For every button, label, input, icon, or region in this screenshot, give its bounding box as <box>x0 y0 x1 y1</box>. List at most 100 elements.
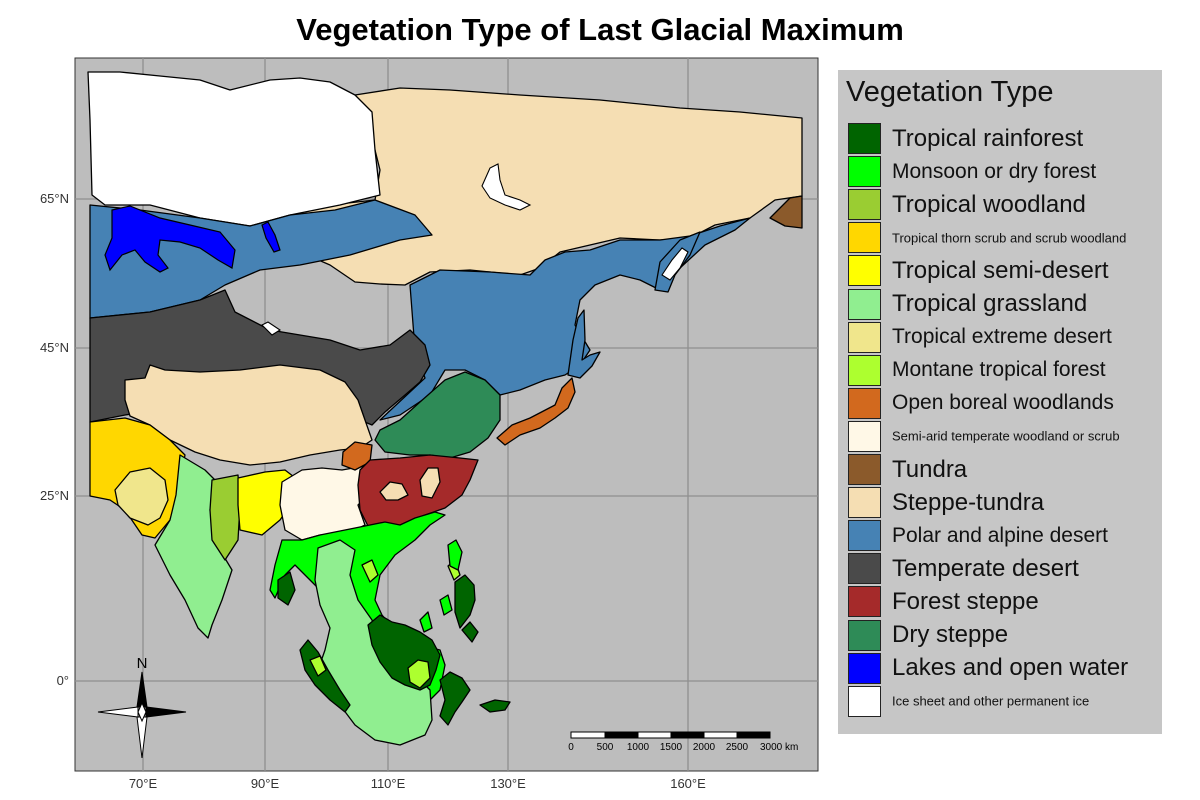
legend-label: Dry steppe <box>892 621 1009 648</box>
region-extreme-desert <box>114 467 169 526</box>
legend-item: Montane tropical forest <box>848 354 1158 386</box>
x-tick-label: 130°E <box>490 776 526 791</box>
scale-seg <box>670 731 705 739</box>
scale-bar: 0 500 1000 1500 2000 2500 3000 km <box>568 731 798 753</box>
y-tick-label: 0° <box>57 673 69 688</box>
region-montane-forest-2 <box>309 655 327 677</box>
legend-swatch <box>848 619 881 651</box>
region-boreal-japan <box>496 377 576 446</box>
legend-swatch <box>848 454 881 485</box>
legend-label: Tundra <box>892 455 968 483</box>
y-axis-ticks: 65°N 45°N 25°N 0° <box>40 191 69 688</box>
legend-swatch <box>848 321 881 353</box>
region-rainforest-newguinea <box>479 699 511 713</box>
legend-item: Lakes and open water <box>848 652 1158 684</box>
north-arrow: N <box>97 655 187 759</box>
legend-item: Tropical extreme desert <box>848 321 1158 353</box>
region-semi-arid-woodland <box>279 465 373 541</box>
forest-steppe-hole <box>419 467 441 499</box>
legend-swatch <box>848 652 881 684</box>
region-rainforest-sulawesi <box>439 671 471 726</box>
ice-patch-kamchatka <box>661 247 689 281</box>
legend-swatch <box>848 123 881 154</box>
legend-item: Tropical woodland <box>848 189 1158 221</box>
north-arrow-label: N <box>137 655 148 672</box>
scale-seg <box>736 731 771 739</box>
legend-label: Monsoon or dry forest <box>892 159 1097 183</box>
legend-label: Open boreal woodlands <box>892 391 1114 415</box>
legend-title: Vegetation Type <box>846 76 1054 108</box>
legend-swatch <box>848 255 881 287</box>
legend: Vegetation Type Tropical rainforest Monso… <box>838 70 1162 734</box>
region-dry-steppe <box>374 371 501 459</box>
x-tick-label: 70°E <box>129 776 158 791</box>
legend-item: Polar and alpine desert <box>848 520 1158 552</box>
region-tundra-ne <box>769 195 803 229</box>
legend-swatch <box>848 586 881 618</box>
ice-patches <box>261 163 689 336</box>
x-axis-ticks: 70°E 90°E 110°E 130°E 160°E <box>129 776 706 791</box>
legend-swatch <box>848 420 881 452</box>
scale-label: 0 <box>568 742 574 753</box>
legend-swatch <box>848 354 881 386</box>
legend-swatch <box>848 553 881 585</box>
forest-steppe-hole <box>379 481 409 501</box>
legend-item: Tundra <box>848 454 1158 485</box>
legend-item: Tropical semi-desert <box>848 255 1158 287</box>
scale-label: 3000 km <box>760 742 798 753</box>
legend-swatch <box>848 222 881 254</box>
ice-patch-putorana <box>481 163 532 211</box>
legend-label: Semi-arid temperate woodland or scrub <box>892 428 1120 444</box>
legend-label: Ice sheet and other permanent ice <box>892 693 1090 709</box>
legend-label: Tropical semi-desert <box>892 256 1109 284</box>
legend-item: Ice sheet and other permanent ice <box>848 685 1158 717</box>
region-rainforest-sumatra <box>299 639 351 713</box>
lake-west-siberia <box>104 205 236 273</box>
north-arrow-center <box>137 701 147 723</box>
legend-label: Temperate desert <box>892 554 1079 582</box>
legend-item: Monsoon or dry forest <box>848 156 1158 188</box>
x-tick-label: 90°E <box>251 776 280 791</box>
lake-small <box>261 221 281 253</box>
legend-swatch <box>848 288 881 320</box>
legend-swatch <box>848 156 881 188</box>
legend-label: Polar and alpine desert <box>892 523 1108 547</box>
scale-seg <box>703 731 738 739</box>
scale-label: 2500 <box>726 742 749 753</box>
legend-item: Forest steppe <box>848 586 1158 618</box>
region-forest-steppe <box>357 454 479 531</box>
x-tick-label: 110°E <box>371 776 406 791</box>
legend-swatch <box>848 189 881 221</box>
legend-label: Tropical extreme desert <box>892 325 1112 349</box>
legend-label: Tropical grassland <box>892 290 1088 317</box>
ice-patch-small <box>261 321 282 336</box>
legend-item: Steppe-tundra <box>848 487 1158 519</box>
scale-label: 1500 <box>660 742 683 753</box>
scale-seg <box>570 731 606 739</box>
region-polar-sakhalin <box>567 309 601 379</box>
legend-label: Tropical woodland <box>892 190 1086 218</box>
scale-label: 2000 <box>693 742 716 753</box>
legend-item: Dry steppe <box>848 619 1158 651</box>
region-rainforest-philippines <box>454 574 476 629</box>
region-steppe-tundra-tibet <box>124 364 373 466</box>
region-monsoon-island-1 <box>447 539 463 571</box>
region-ice-sheet <box>87 71 381 227</box>
region-rainforest-maluku <box>461 621 479 643</box>
scale-label: 1000 <box>627 742 650 753</box>
legend-label: Lakes and open water <box>892 654 1129 682</box>
legend-label: Steppe-tundra <box>892 488 1045 516</box>
legend-label: Tropical rainforest <box>892 124 1084 152</box>
legend-item: Open boreal woodlands <box>848 387 1158 419</box>
lakes <box>104 205 281 273</box>
legend-item: Tropical grassland <box>848 288 1158 320</box>
legend-label: Montane tropical forest <box>892 358 1106 382</box>
legend-item: Temperate desert <box>848 553 1158 585</box>
scale-seg <box>604 731 639 739</box>
legend-item: Tropical rainforest <box>848 123 1158 154</box>
region-monsoon-island-2 <box>439 594 453 616</box>
region-rainforest-malay <box>277 571 296 606</box>
region-polar-desert-east <box>379 217 751 421</box>
legend-swatch <box>848 387 881 419</box>
legend-item: Tropical thorn scrub and scrub woodland <box>848 222 1158 254</box>
